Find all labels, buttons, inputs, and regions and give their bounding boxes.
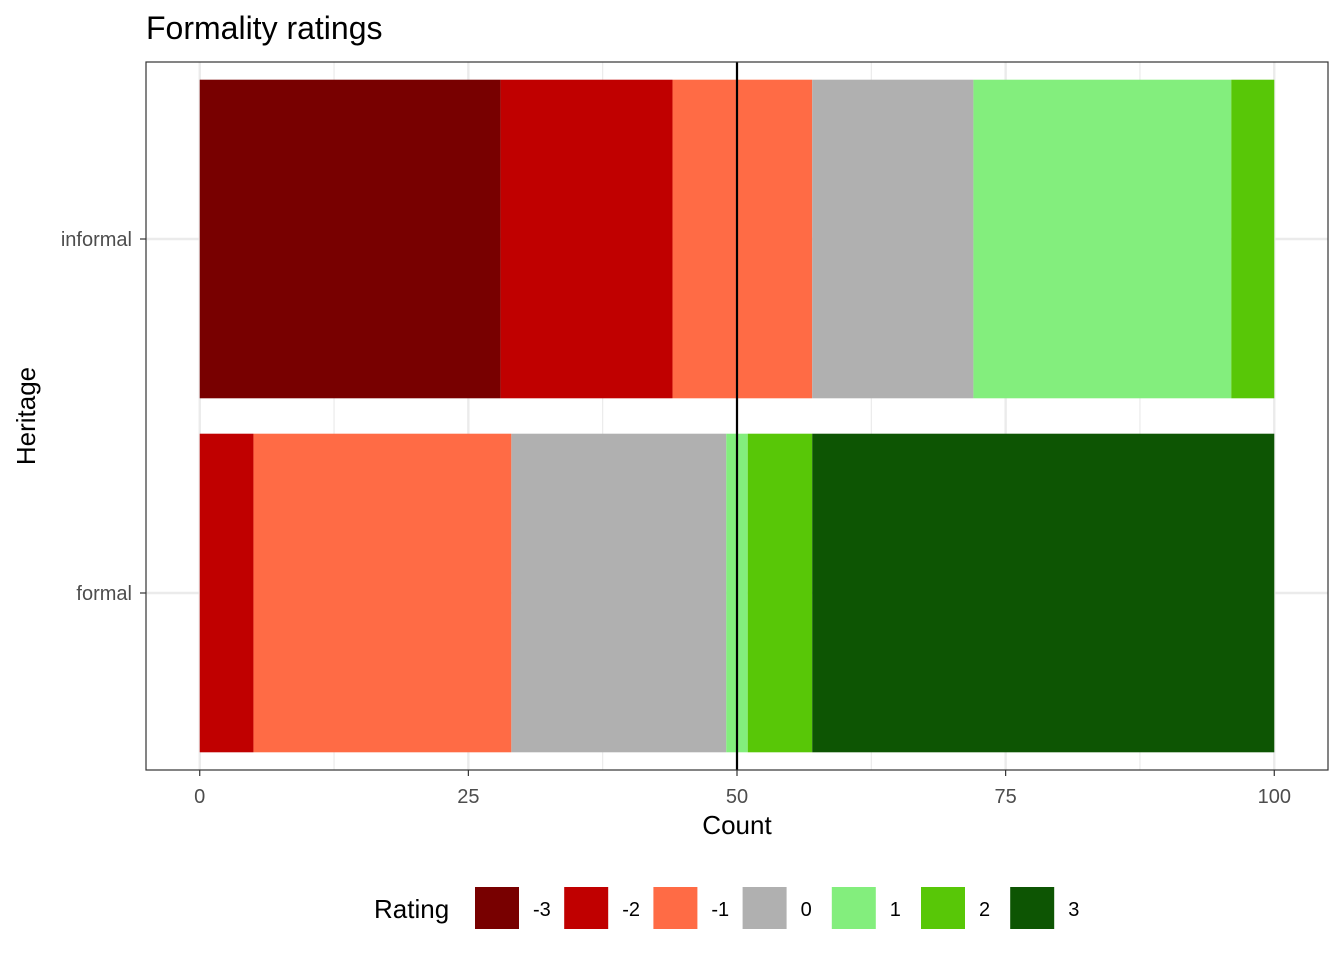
legend-label: 2 (979, 899, 990, 921)
x-tick-label: 50 (726, 786, 748, 808)
legend-key (1010, 887, 1055, 929)
legend-key (921, 887, 965, 929)
legend-key (653, 887, 698, 929)
legend-label: 3 (1068, 899, 1079, 921)
x-axis-title: Count (702, 810, 772, 840)
y-axis-title: Heritage (11, 367, 41, 465)
bar-segment (253, 433, 512, 753)
bar-segment (199, 79, 501, 399)
legend-key (475, 887, 519, 929)
legend-label: 1 (890, 899, 901, 921)
legend-key (831, 887, 876, 929)
legend: Rating -3 -2 -1 0 1 2 3 (374, 887, 1079, 929)
x-tick-label: 0 (194, 786, 205, 808)
legend-key (564, 887, 609, 929)
y-tick-label: informal (61, 229, 132, 251)
legend-key (742, 887, 787, 929)
y-tick-label: formal (76, 583, 132, 605)
bar-segment (500, 79, 673, 399)
x-tick-label: 25 (457, 786, 479, 808)
bar-segment (199, 433, 254, 753)
chart-title: Formality ratings (146, 10, 383, 46)
legend-title: Rating (374, 894, 449, 924)
bar-segment (1231, 79, 1275, 399)
bar-segment (511, 433, 727, 753)
bar-segment (973, 79, 1232, 399)
x-tick-label: 75 (995, 786, 1017, 808)
legend-label: 0 (801, 899, 812, 921)
bar-segment (812, 79, 974, 399)
bar-segment (812, 433, 1275, 753)
legend-label: -1 (711, 899, 729, 921)
legend-label: -2 (622, 899, 640, 921)
bar-segment (672, 79, 813, 399)
legend-label: -3 (533, 899, 551, 921)
bar-segment (747, 433, 813, 753)
x-tick-label: 100 (1258, 786, 1291, 808)
plot-area: 0 25 50 75 100 informal formal (61, 61, 1329, 808)
